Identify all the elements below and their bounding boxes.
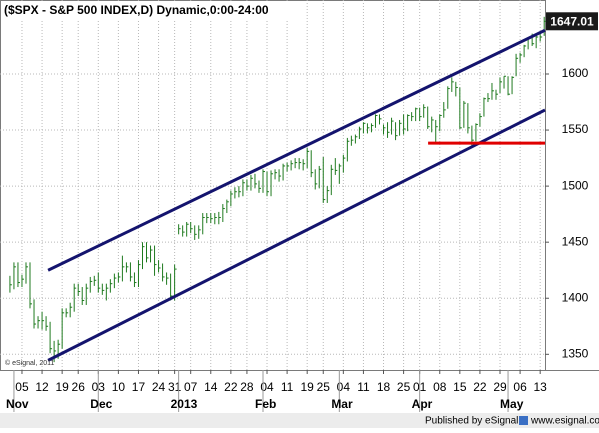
title-box [2, 2, 294, 20]
trend-lines [47, 28, 546, 362]
y-tick-label: 1450 [562, 234, 589, 248]
x-tick-label: 19 [55, 380, 69, 394]
x-tick-label: 29 [493, 380, 507, 394]
url: www.esignal.com [530, 416, 599, 427]
publisher: Published by eSignal [425, 416, 518, 427]
month-label: May [500, 397, 524, 411]
grid [0, 0, 545, 370]
x-tick-label: 18 [377, 380, 391, 394]
trend-line [47, 108, 546, 362]
esignal-icon [519, 416, 528, 425]
footer-bar [0, 413, 599, 428]
y-tick-label: 1550 [562, 122, 589, 136]
x-tick-label: 28 [240, 380, 254, 394]
x-tick-label: 31 [168, 380, 182, 394]
x-tick-label: 19 [301, 380, 315, 394]
x-tick-label: 11 [281, 380, 294, 394]
last-price-label: 1647.01 [550, 14, 594, 28]
x-tick-label: 26 [72, 380, 86, 394]
month-label: Dec [90, 397, 112, 411]
month-label: Nov [6, 397, 29, 411]
x-tick-label: 22 [473, 380, 487, 394]
month-label: Feb [255, 397, 276, 411]
month-label: Apr [412, 397, 433, 411]
y-tick-label: 1500 [562, 178, 589, 192]
price-bars [9, 16, 547, 363]
x-tick-label: 24 [152, 380, 166, 394]
x-tick-label: 14 [204, 380, 218, 394]
month-label: Mar [331, 397, 353, 411]
x-tick-label: 04 [337, 380, 351, 394]
x-tick-label: 13 [533, 380, 547, 394]
trend-line [47, 28, 546, 272]
x-tick-label: 12 [35, 380, 49, 394]
month-label: 2013 [171, 397, 198, 411]
x-tick-label: 11 [357, 380, 370, 394]
x-tick-label: 06 [513, 380, 527, 394]
credit: © eSignal, 2011 [5, 359, 55, 367]
x-tick-label: 08 [433, 380, 447, 394]
last-price-box [546, 12, 598, 31]
x-tick-label: 04 [260, 380, 274, 394]
plot-area [0, 0, 546, 371]
y-tick-label: 1350 [562, 346, 589, 360]
x-tick-label: 05 [15, 380, 29, 394]
x-tick-label: 22 [224, 380, 238, 394]
x-tick-label: 15 [453, 380, 467, 394]
chart-title: ($SPX - S&P 500 INDEX,D) Dynamic,0:00-24… [4, 3, 269, 17]
y-tick-label: 1600 [562, 66, 589, 80]
x-tick-label: 07 [184, 380, 198, 394]
y-tick-label: 1400 [562, 290, 589, 304]
x-tick-label: 10 [112, 380, 126, 394]
x-tick-label: 25 [317, 380, 331, 394]
x-tick-label: 17 [132, 380, 146, 394]
x-tick-label: 25 [397, 380, 411, 394]
